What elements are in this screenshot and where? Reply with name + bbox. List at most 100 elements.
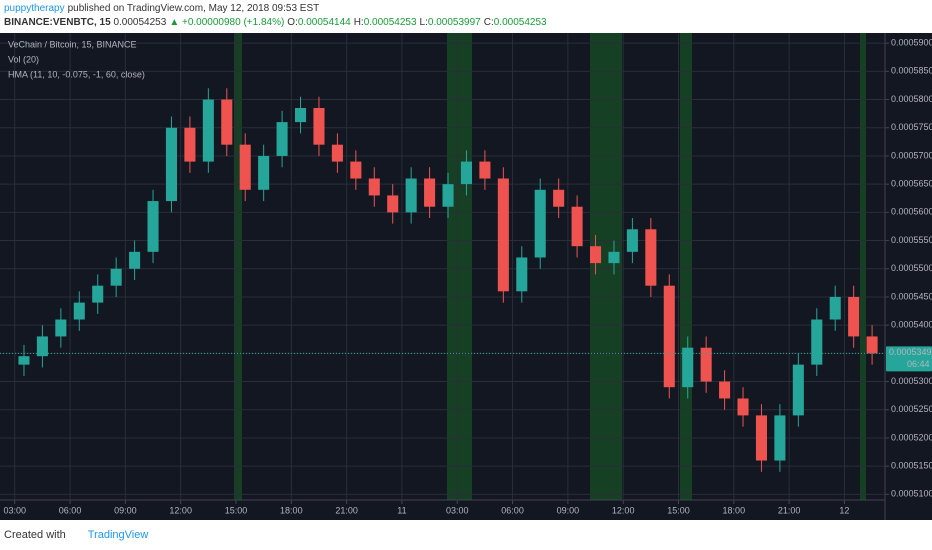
- candle-body: [442, 184, 454, 207]
- x-tick-label: 21:00: [335, 505, 358, 515]
- ohlc-label: O:: [287, 17, 298, 28]
- candle-body: [700, 347, 712, 382]
- x-tick-label: 03:00: [446, 505, 469, 515]
- candle-body: [405, 178, 417, 213]
- ohlc-value: 0.00053997: [427, 17, 481, 28]
- candle-body: [645, 229, 657, 286]
- candle-body: [147, 201, 159, 252]
- candle-body: [811, 319, 823, 365]
- candle-body: [497, 178, 509, 292]
- candle-body: [866, 336, 878, 354]
- created: Created with: [4, 529, 66, 541]
- x-tick-label: 12:00: [169, 505, 192, 515]
- x-tick-label: 12:00: [612, 505, 635, 515]
- symbol-line: BINANCE:VENBTC, 15 0.00054253 ▲ +0.000009…: [4, 16, 928, 30]
- x-tick-label: 18:00: [723, 505, 746, 515]
- candle-body: [18, 356, 30, 365]
- ohlc-value: 0.00054253: [363, 17, 417, 28]
- candle-body: [368, 178, 380, 196]
- candle-body: [202, 99, 214, 162]
- last: 0.00054253: [113, 17, 167, 28]
- candle-body: [774, 415, 786, 461]
- author[interactable]: puppytherapy: [4, 3, 65, 14]
- candle-body: [608, 251, 620, 264]
- x-tick-label: 09:00: [557, 505, 580, 515]
- last-price-label: 0.00053499: [889, 347, 932, 357]
- header: puppytherapy published on TradingView.com…: [0, 0, 932, 33]
- x-tick-label: 12: [839, 505, 849, 515]
- candle-body: [516, 257, 528, 292]
- x-tick-label: 18:00: [280, 505, 303, 515]
- candle-body: [276, 122, 288, 156]
- candle-body: [55, 319, 67, 337]
- signal-bands: [234, 33, 866, 500]
- legend-entry: Vol (20): [8, 54, 39, 64]
- candle-body: [829, 296, 841, 320]
- signal-band: [860, 33, 866, 500]
- ohlc-label: L:: [419, 17, 428, 28]
- candle-body: [719, 381, 731, 399]
- candle-body: [848, 296, 860, 337]
- ohlc-value: 0.00054253: [493, 17, 547, 28]
- x-tick-label: 03:00: [3, 505, 26, 515]
- signal-band: [234, 33, 242, 500]
- candle-body: [239, 144, 251, 190]
- candle-body: [534, 189, 546, 258]
- ohlc-value: 0.00054144: [297, 17, 351, 28]
- candle-body: [571, 206, 583, 247]
- candle-body: [387, 195, 399, 213]
- candle-body: [350, 161, 362, 179]
- ohlc: O:0.00054144 H:0.00054253 L:0.00053997 C:0.…: [287, 17, 549, 28]
- candle-body: [110, 268, 122, 286]
- candle-body: [626, 229, 638, 252]
- ohlc-label: H:: [353, 17, 364, 28]
- published: published on TradingView.com, May 12, 20…: [67, 3, 320, 14]
- legend-entry: VeChain / Bitcoin, 15, BINANCE: [8, 39, 137, 49]
- brand[interactable]: TradingView: [87, 529, 149, 541]
- candle-body: [73, 302, 85, 320]
- signal-band: [680, 33, 692, 500]
- signal-band: [447, 33, 472, 500]
- candle-body: [295, 108, 307, 123]
- footer: Created with TradingView: [0, 520, 932, 550]
- x-tick-label: 15:00: [225, 505, 248, 515]
- candle-body: [331, 144, 343, 162]
- candle-body: [313, 108, 325, 145]
- grid: [0, 33, 885, 500]
- candle-body: [682, 347, 694, 388]
- candle-body: [755, 415, 767, 461]
- candle-body: [424, 178, 436, 207]
- candle-body: [165, 127, 177, 202]
- symbol: BINANCE:VENBTC, 15: [4, 17, 111, 28]
- candle-body: [479, 161, 491, 179]
- candle-body: [92, 285, 104, 303]
- legend-entry: HMA (11, 10, -0.075, -1, 60, close): [8, 69, 145, 79]
- candle-body: [129, 251, 141, 269]
- x-tick-label: 06:00: [59, 505, 82, 515]
- countdown: 06:44: [907, 359, 930, 369]
- candle-body: [258, 155, 270, 190]
- x-tick-label: 21:00: [778, 505, 801, 515]
- candle-body: [460, 161, 472, 185]
- candle-body: [737, 398, 749, 416]
- last-price-box: [886, 346, 932, 372]
- candle-body: [663, 285, 675, 388]
